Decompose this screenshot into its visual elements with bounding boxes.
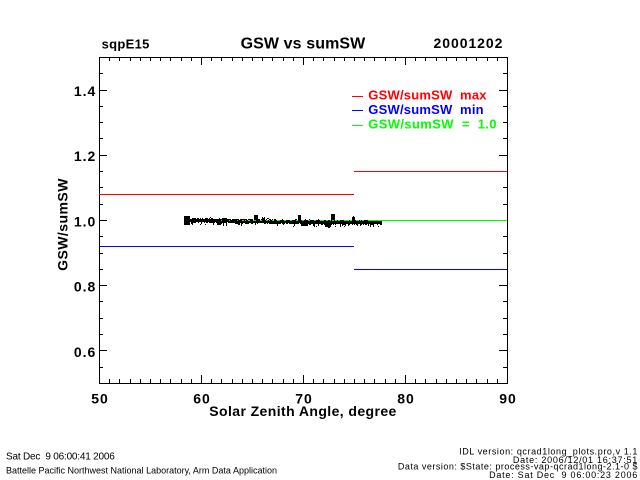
svg-text:GSW vs sumSW: GSW vs sumSW bbox=[241, 36, 367, 53]
svg-text:Data version: $State: process-: Data version: $State: process-vap-qcrad1… bbox=[398, 462, 638, 472]
svg-text:Solar Zenith Angle, degree: Solar Zenith Angle, degree bbox=[209, 403, 397, 419]
svg-text:1.4: 1.4 bbox=[74, 83, 96, 99]
svg-text:Date: 2006/12/01 16:37:51: Date: 2006/12/01 16:37:51 bbox=[513, 455, 638, 465]
svg-text:Sat Dec 9 06:00:41 2006: Sat Dec 9 06:00:41 2006 bbox=[6, 451, 115, 462]
svg-text:IDL version: qcrad1long_plots.: IDL version: qcrad1long_plots.pro,v 1.1 bbox=[459, 446, 638, 456]
svg-text:70: 70 bbox=[295, 391, 313, 407]
svg-text:50: 50 bbox=[91, 391, 109, 407]
svg-text:GSW/sumSW = 1.0: GSW/sumSW = 1.0 bbox=[368, 116, 497, 131]
svg-text:1.0: 1.0 bbox=[74, 213, 96, 229]
svg-text:0.6: 0.6 bbox=[74, 344, 96, 360]
svg-text:90: 90 bbox=[499, 391, 517, 407]
svg-text:1.2: 1.2 bbox=[74, 148, 96, 164]
svg-text:80: 80 bbox=[397, 391, 415, 407]
svg-text:sqpE15: sqpE15 bbox=[102, 37, 150, 52]
svg-text:GSW/sumSW min: GSW/sumSW min bbox=[368, 102, 483, 117]
svg-text:GSW/sumSW: GSW/sumSW bbox=[55, 178, 71, 271]
svg-text:Date: Sat Dec 9 06:00:23 2006: Date: Sat Dec 9 06:00:23 2006 bbox=[489, 470, 638, 480]
svg-text:60: 60 bbox=[193, 391, 211, 407]
svg-text:GSW/sumSW max: GSW/sumSW max bbox=[368, 88, 487, 103]
svg-text:20001202: 20001202 bbox=[434, 35, 504, 51]
svg-text:Battelle Pacific Northwest Nat: Battelle Pacific Northwest National Labo… bbox=[6, 465, 277, 475]
svg-text:0.8: 0.8 bbox=[74, 279, 96, 295]
